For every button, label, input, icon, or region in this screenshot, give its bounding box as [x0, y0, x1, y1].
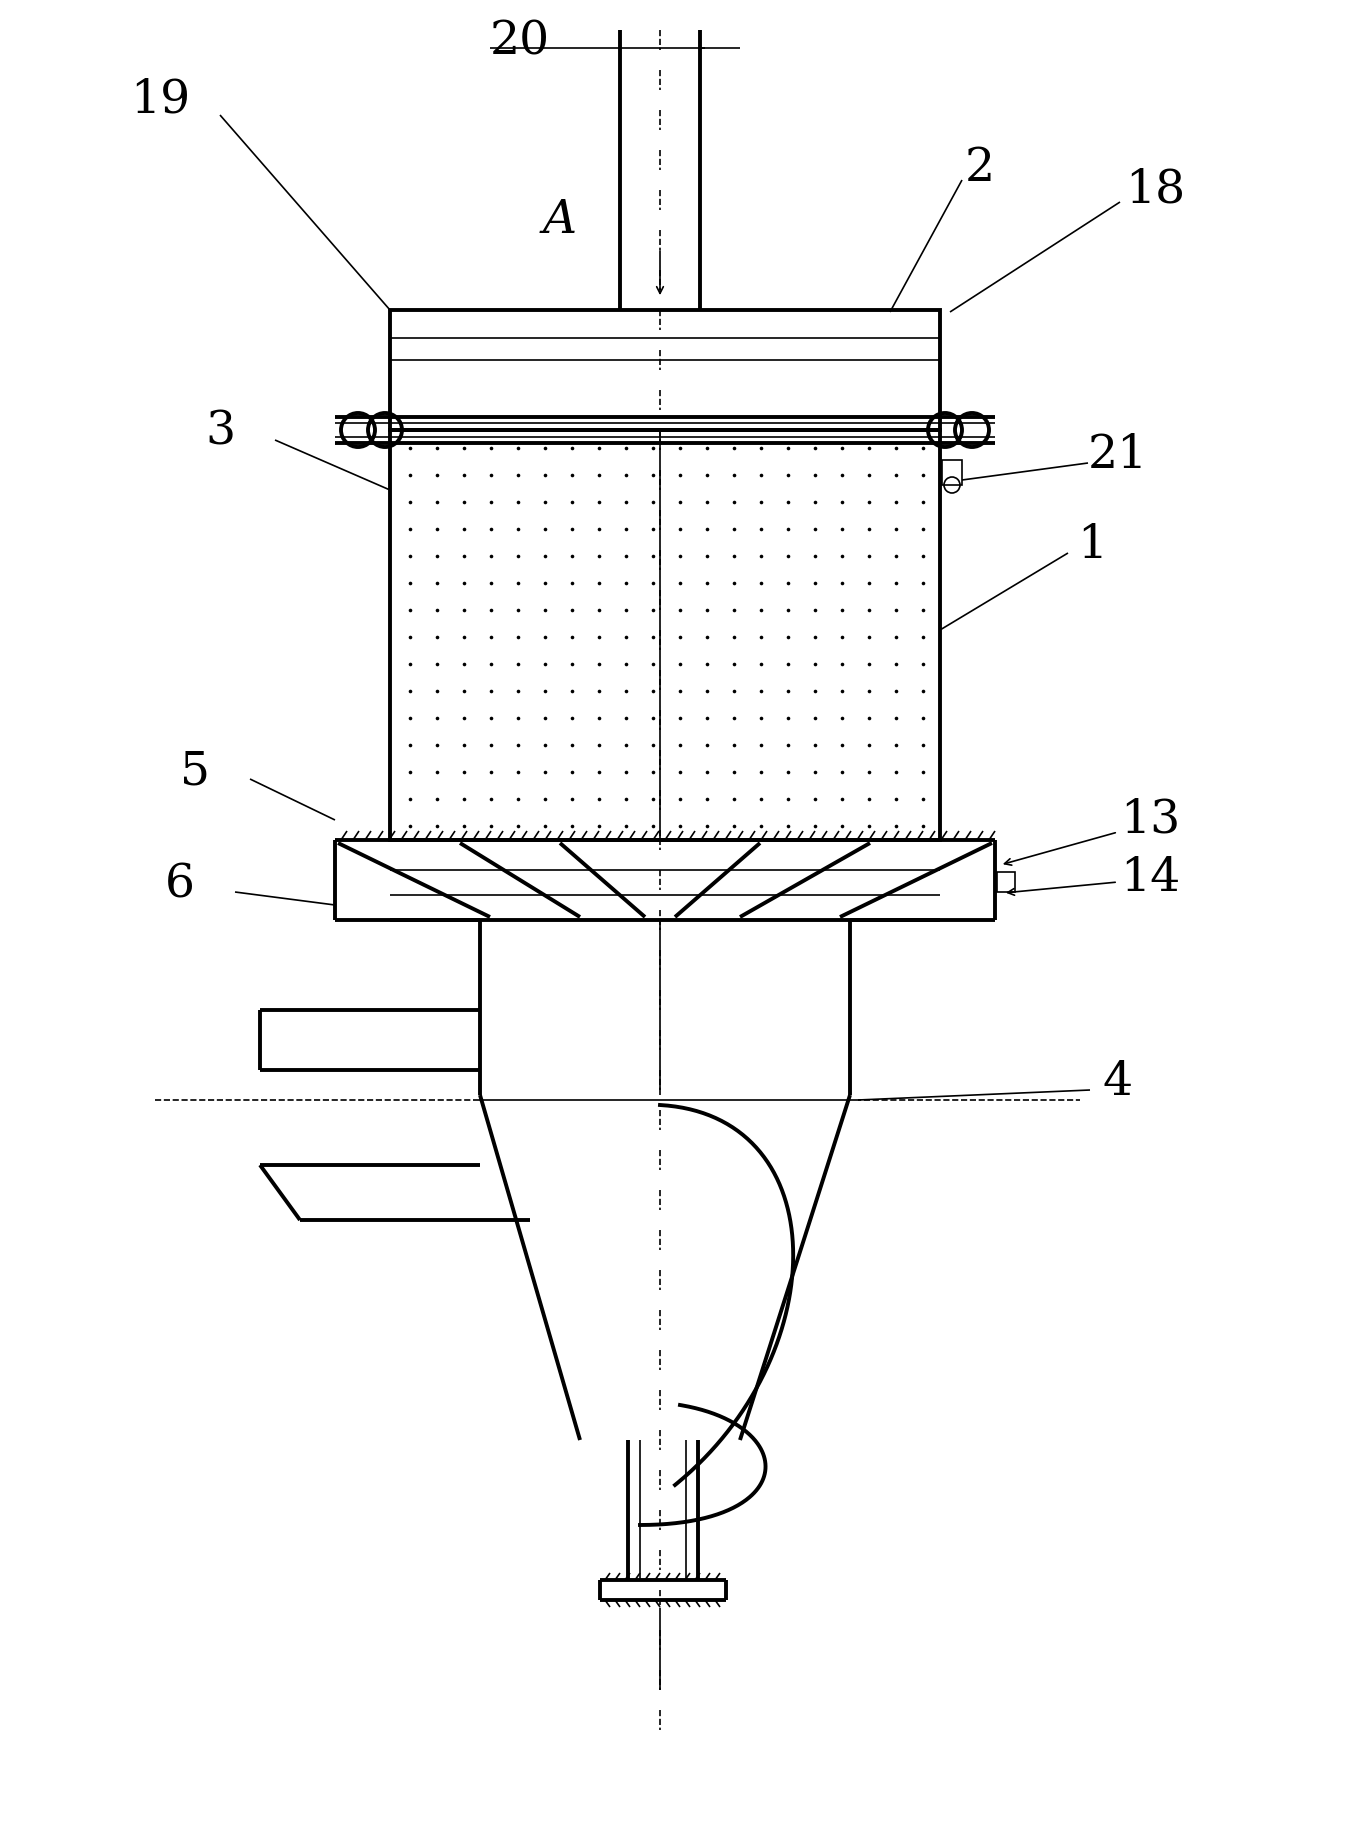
Bar	[942, 460, 962, 484]
Bar	[391, 310, 940, 429]
Text: 5: 5	[180, 750, 210, 794]
Text: 6: 6	[165, 862, 195, 908]
Text: 1: 1	[1077, 523, 1106, 569]
Text: 13: 13	[1120, 798, 1180, 842]
Text: 3: 3	[206, 409, 235, 455]
Text: 2: 2	[965, 145, 995, 191]
Text: 14: 14	[1120, 855, 1180, 900]
Bar	[998, 871, 1015, 891]
Bar	[391, 429, 940, 840]
Text: 20: 20	[490, 20, 550, 64]
Text: 21: 21	[1087, 433, 1149, 477]
Text: 4: 4	[1102, 1060, 1134, 1104]
Text: A: A	[543, 198, 577, 242]
Text: 19: 19	[129, 77, 191, 123]
Text: 18: 18	[1126, 167, 1185, 213]
